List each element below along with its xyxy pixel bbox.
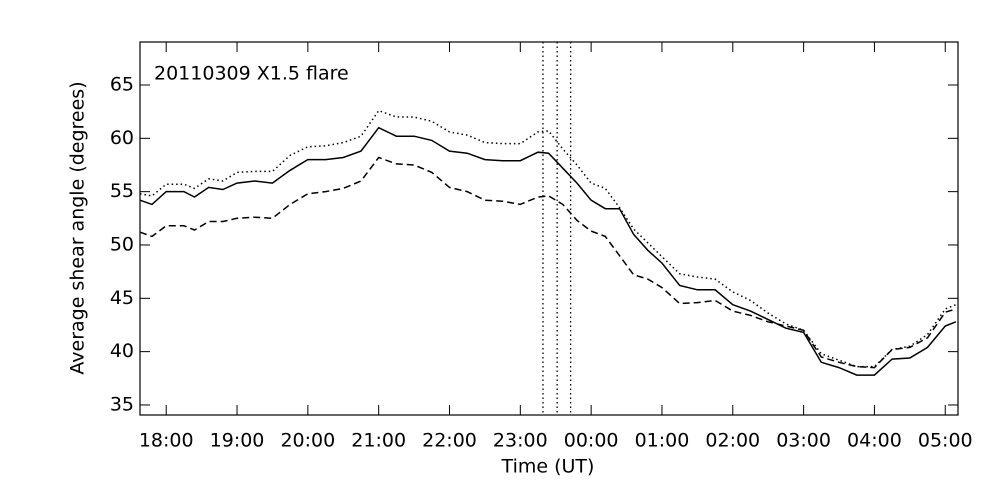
series-line xyxy=(139,109,957,368)
x-tick-label: 00:00 xyxy=(564,430,619,452)
y-tick-label: 40 xyxy=(110,340,134,362)
plot-frame xyxy=(139,41,959,416)
x-tick-label: 22:00 xyxy=(422,430,477,452)
series-line xyxy=(139,126,957,376)
y-tick-label: 60 xyxy=(110,127,134,149)
x-tick-label: 19:00 xyxy=(210,430,265,452)
x-axis-label: Time (UT) xyxy=(501,456,595,478)
x-tick-label: 03:00 xyxy=(776,430,831,452)
x-tick-label: 18:00 xyxy=(139,430,194,452)
x-tick-label: 05:00 xyxy=(918,430,973,452)
y-axis-label: Average shear angle (degrees) xyxy=(67,81,89,374)
y-tick-label: 65 xyxy=(110,73,134,95)
series-line xyxy=(139,156,957,369)
x-tick-label: 02:00 xyxy=(705,430,760,452)
y-tick-label: 50 xyxy=(110,233,134,255)
y-tick-label: 55 xyxy=(110,180,134,202)
x-tick-label: 04:00 xyxy=(847,430,902,452)
y-tick-label: 35 xyxy=(110,393,134,415)
x-tick-label: 21:00 xyxy=(351,430,406,452)
y-tick-label: 45 xyxy=(110,287,134,309)
annotation: 20110309 X1.5 flare xyxy=(154,63,349,85)
x-tick-label: 01:00 xyxy=(635,430,690,452)
x-tick-label: 23:00 xyxy=(493,430,548,452)
x-tick-label: 20:00 xyxy=(280,430,335,452)
